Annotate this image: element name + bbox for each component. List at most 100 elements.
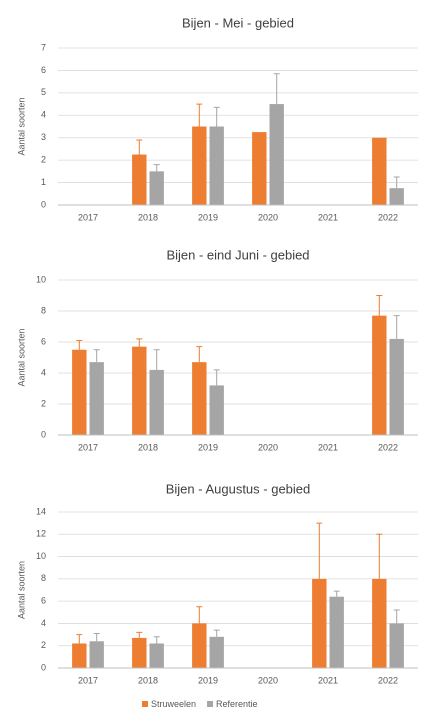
bar: [209, 636, 224, 668]
bar: [192, 623, 207, 668]
error-bar: [136, 338, 143, 347]
x-tick-label: 2022: [378, 442, 398, 452]
bar: [389, 188, 404, 205]
y-tick-label: 10: [36, 274, 46, 284]
error-bar: [213, 106, 220, 127]
x-tick-label: 2020: [258, 212, 278, 222]
error-bar: [76, 634, 83, 644]
x-tick-label: 2022: [378, 212, 398, 222]
bar: [89, 641, 104, 668]
error-bar: [153, 636, 160, 644]
x-tick-label: 2020: [258, 675, 278, 685]
legend-swatch: [142, 701, 148, 707]
error-bar: [76, 339, 83, 350]
y-tick-label: 4: [41, 367, 46, 377]
y-tick-label: 6: [41, 596, 46, 606]
y-axis-label: Aantal soorten: [16, 97, 26, 155]
y-tick-label: 3: [41, 132, 46, 142]
bar: [269, 104, 284, 205]
error-bar: [333, 590, 340, 597]
y-tick-label: 2: [41, 398, 46, 408]
bar: [149, 369, 164, 435]
x-tick-label: 2017: [78, 675, 98, 685]
x-tick-label: 2022: [378, 675, 398, 685]
bar: [329, 596, 344, 668]
x-tick-label: 2017: [78, 212, 98, 222]
bar: [72, 349, 87, 435]
y-tick-label: 6: [41, 65, 46, 75]
error-bar: [393, 176, 400, 189]
y-tick-label: 12: [36, 529, 46, 539]
y-tick-label: 10: [36, 551, 46, 561]
bar: [389, 623, 404, 668]
x-tick-label: 2018: [138, 675, 158, 685]
x-tick-label: 2021: [318, 442, 338, 452]
y-tick-label: 2: [41, 155, 46, 165]
x-tick-label: 2020: [258, 442, 278, 452]
error-bar: [136, 139, 143, 155]
y-tick-label: 1: [41, 177, 46, 187]
chart-title: Bijen - Mei - gebied: [182, 15, 294, 30]
error-bar: [196, 606, 203, 624]
bar: [209, 385, 224, 435]
bar: [252, 132, 267, 205]
bar: [372, 578, 387, 668]
bar: [132, 346, 147, 435]
legend-label: Struweelen: [151, 699, 196, 709]
error-bar: [93, 349, 100, 363]
y-tick-label: 14: [36, 506, 46, 516]
y-tick-label: 0: [41, 662, 46, 672]
x-tick-label: 2021: [318, 212, 338, 222]
bar: [372, 315, 387, 435]
error-bar: [93, 632, 100, 642]
x-tick-label: 2018: [138, 442, 158, 452]
bar: [149, 643, 164, 668]
legend-label: Referentie: [216, 699, 258, 709]
y-axis-label: Aantal soorten: [16, 328, 26, 386]
error-bar: [153, 164, 160, 172]
error-bar: [393, 609, 400, 624]
y-tick-label: 4: [41, 110, 46, 120]
error-bar: [376, 295, 383, 316]
chart-title: Bijen - Augustus - gebied: [166, 481, 311, 496]
x-tick-label: 2019: [198, 442, 218, 452]
y-tick-label: 0: [41, 199, 46, 209]
error-bar: [196, 103, 203, 127]
error-bar: [136, 631, 143, 638]
error-bar: [153, 349, 160, 370]
legend-swatch: [207, 701, 214, 707]
y-tick-label: 6: [41, 336, 46, 346]
error-bar: [376, 533, 383, 579]
y-tick-label: 0: [41, 429, 46, 439]
y-tick-label: 8: [41, 573, 46, 583]
error-bar: [196, 346, 203, 363]
x-tick-label: 2021: [318, 675, 338, 685]
y-tick-label: 4: [41, 618, 46, 628]
bar: [312, 578, 327, 668]
chart-title: Bijen - eind Juni - gebied: [166, 247, 309, 262]
y-tick-label: 2: [41, 640, 46, 650]
y-axis-label: Aantal soorten: [16, 561, 26, 619]
bar: [389, 338, 404, 435]
error-bar: [213, 629, 220, 637]
bar: [209, 126, 224, 205]
bar: [192, 362, 207, 435]
bar: [132, 637, 147, 668]
x-tick-label: 2019: [198, 675, 218, 685]
bar: [132, 154, 147, 205]
error-bar: [393, 315, 400, 339]
bar: [89, 362, 104, 435]
y-tick-label: 8: [41, 305, 46, 315]
x-tick-label: 2017: [78, 442, 98, 452]
bar: [72, 643, 87, 668]
bar: [372, 137, 387, 205]
y-tick-label: 7: [41, 42, 46, 52]
error-bar: [316, 522, 323, 579]
x-tick-label: 2018: [138, 212, 158, 222]
x-tick-label: 2019: [198, 212, 218, 222]
error-bar: [213, 369, 220, 386]
y-tick-label: 5: [41, 87, 46, 97]
bar: [192, 126, 207, 205]
bar: [149, 171, 164, 205]
